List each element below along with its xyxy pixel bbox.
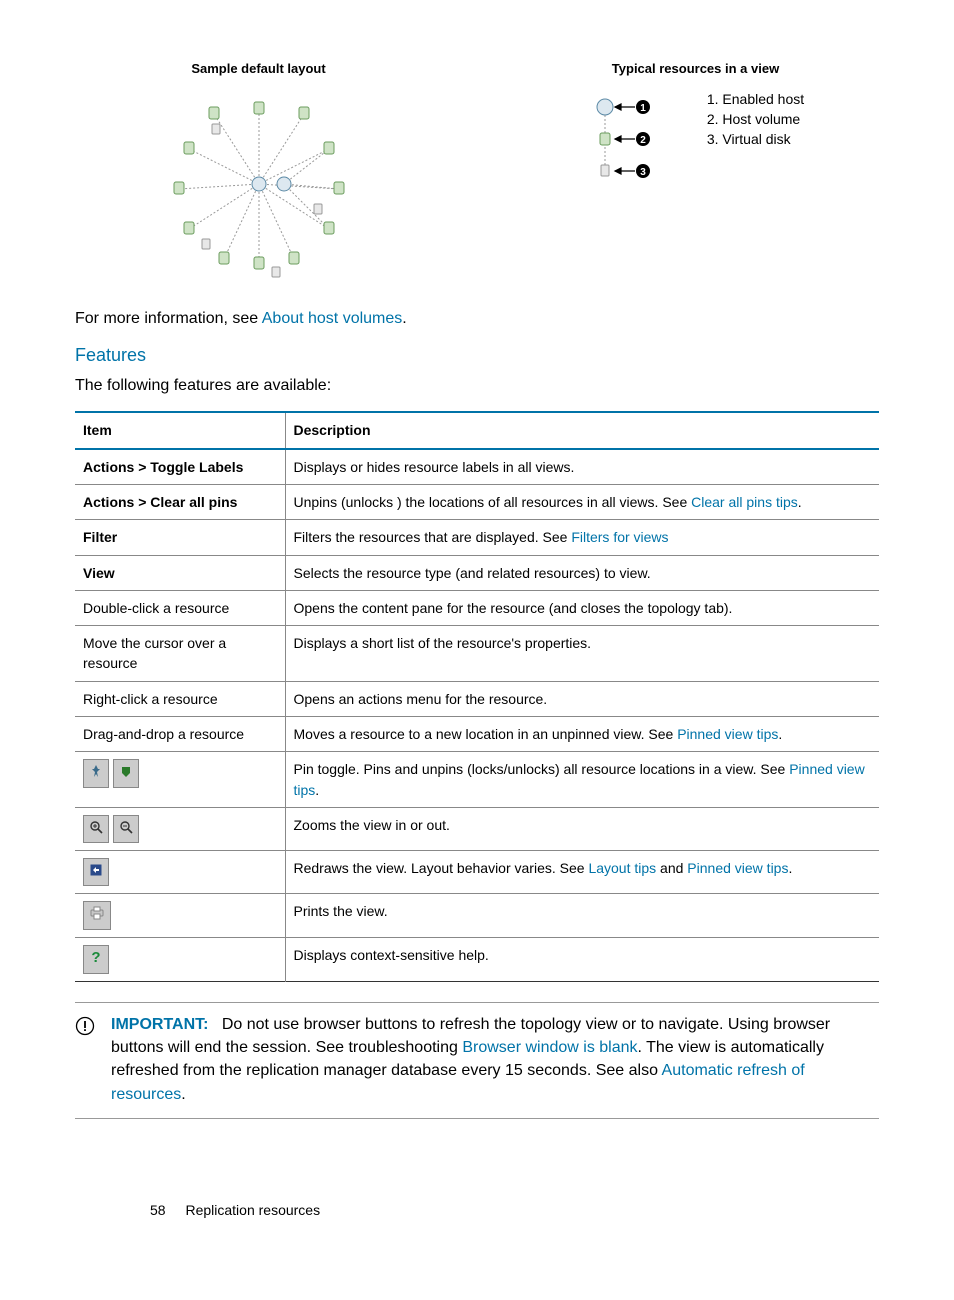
table-row: Move the cursor over a resourceDisplays …	[75, 626, 879, 682]
figure-left-body	[75, 89, 442, 279]
table-row: Double-click a resourceOpens the content…	[75, 590, 879, 625]
redraw-icon	[75, 851, 285, 894]
table-row: Prints the view.	[75, 894, 879, 937]
table-row: FilterFilters the resources that are dis…	[75, 520, 879, 555]
table-row: Actions > Toggle LabelsDisplays or hides…	[75, 449, 879, 485]
col-desc-header: Description	[285, 412, 879, 448]
desc-cell: Displays or hides resource labels in all…	[285, 449, 879, 485]
desc-cell: Moves a resource to a new location in an…	[285, 716, 879, 751]
link[interactable]: Automatic refresh of resources	[111, 1062, 805, 1102]
legend-item: 3. Virtual disk	[707, 129, 804, 149]
desc-cell: Unpins (unlocks ) the locations of all r…	[285, 484, 879, 519]
table-row: Right-click a resourceOpens an actions m…	[75, 681, 879, 716]
item-cell: Move the cursor over a resource	[75, 626, 285, 682]
about-host-volumes-link[interactable]: About host volumes	[262, 310, 403, 327]
item-cell: Filter	[75, 520, 285, 555]
desc-cell: Prints the view.	[285, 894, 879, 937]
figure-right-title: Typical resources in a view	[512, 60, 879, 79]
features-heading: Features	[75, 342, 879, 368]
features-intro: The following features are available:	[75, 374, 879, 397]
desc-cell: Filters the resources that are displayed…	[285, 520, 879, 555]
help-icon: ?	[75, 937, 285, 981]
desc-cell: Displays a short list of the resource's …	[285, 626, 879, 682]
svg-text:?: ?	[91, 949, 100, 965]
figure-right: Typical resources in a view 1 2 3 1. Ena…	[512, 60, 879, 279]
item-cell: Actions > Toggle Labels	[75, 449, 285, 485]
item-cell: Actions > Clear all pins	[75, 484, 285, 519]
important-admonition: IMPORTANT: Do not use browser buttons to…	[75, 1002, 879, 1119]
section-name: Replication resources	[185, 1202, 320, 1218]
topology-diagram-icon	[164, 89, 354, 279]
desc-cell: Pin toggle. Pins and unpins (locks/unloc…	[285, 752, 879, 808]
important-body: IMPORTANT: Do not use browser buttons to…	[111, 1013, 879, 1106]
desc-cell: Selects the resource type (and related r…	[285, 555, 879, 590]
desc-cell: Displays context-sensitive help.	[285, 937, 879, 981]
table-row: ViewSelects the resource type (and relat…	[75, 555, 879, 590]
svg-text:3: 3	[640, 167, 646, 178]
pin-icon	[75, 752, 285, 808]
figure-right-body: 1 2 3 1. Enabled host 2. Host volume 3. …	[512, 89, 879, 189]
item-cell: Drag-and-drop a resource	[75, 716, 285, 751]
intro-text: For more information, see	[75, 310, 262, 327]
table-row: Zooms the view in or out.	[75, 807, 879, 850]
link[interactable]: Layout tips	[588, 860, 656, 876]
link[interactable]: Pinned view tips	[687, 860, 788, 876]
desc-cell: Redraws the view. Layout behavior varies…	[285, 851, 879, 894]
desc-cell: Opens an actions menu for the resource.	[285, 681, 879, 716]
link[interactable]: Filters for views	[571, 529, 668, 545]
link[interactable]: Browser window is blank	[462, 1039, 637, 1056]
desc-cell: Zooms the view in or out.	[285, 807, 879, 850]
print-icon	[75, 894, 285, 937]
important-label: IMPORTANT:	[111, 1016, 208, 1033]
col-item-header: Item	[75, 412, 285, 448]
table-row: Actions > Clear all pinsUnpins (unlocks …	[75, 484, 879, 519]
page-number: 58	[150, 1202, 166, 1218]
svg-text:2: 2	[640, 135, 646, 146]
svg-text:1: 1	[640, 103, 646, 114]
figure-left: Sample default layout	[75, 60, 442, 279]
page-footer: 58 Replication resources	[150, 1200, 320, 1220]
table-row: ? Displays context-sensitive help.	[75, 937, 879, 981]
intro-paragraph: For more information, see About host vol…	[75, 307, 879, 330]
table-row: Pin toggle. Pins and unpins (locks/unloc…	[75, 752, 879, 808]
link[interactable]: Pinned view tips	[677, 726, 778, 742]
figure-legend: 1. Enabled host 2. Host volume 3. Virtua…	[707, 89, 804, 150]
link[interactable]: Clear all pins tips	[691, 494, 798, 510]
figure-left-title: Sample default layout	[75, 60, 442, 79]
item-cell: Double-click a resource	[75, 590, 285, 625]
resource-tree-icon: 1 2 3	[587, 89, 667, 189]
table-row: Drag-and-drop a resourceMoves a resource…	[75, 716, 879, 751]
legend-item: 1. Enabled host	[707, 89, 804, 109]
important-icon	[75, 1016, 97, 1043]
desc-cell: Opens the content pane for the resource …	[285, 590, 879, 625]
zoom-icon	[75, 807, 285, 850]
figure-row: Sample default layout	[75, 60, 879, 279]
item-cell: Right-click a resource	[75, 681, 285, 716]
legend-item: 2. Host volume	[707, 109, 804, 129]
link[interactable]: Pinned view tips	[294, 761, 865, 797]
features-table: Item Description Actions > Toggle Labels…	[75, 411, 879, 982]
intro-suffix: .	[402, 310, 406, 327]
table-row: Redraws the view. Layout behavior varies…	[75, 851, 879, 894]
item-cell: View	[75, 555, 285, 590]
